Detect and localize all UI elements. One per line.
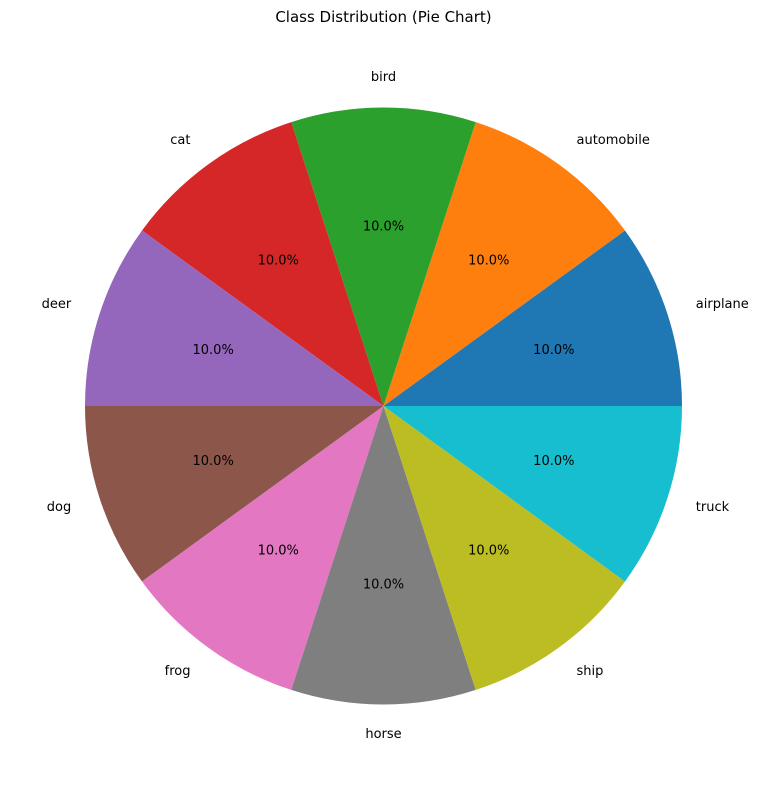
pie-slice-truck <box>383 406 682 582</box>
category-label-horse: horse <box>365 727 401 742</box>
pct-label-truck: 10.0% <box>533 454 574 469</box>
category-label-deer: deer <box>42 297 72 312</box>
category-labels-layer: airplane automobile bird cat deer dog frog hors… <box>42 70 749 742</box>
pie-slice-bird <box>291 107 476 407</box>
pct-label-automobile: 10.0% <box>468 254 509 269</box>
pie-slice-deer <box>85 230 384 406</box>
pie-slice-airplane <box>383 230 682 406</box>
pie-slice-ship <box>383 406 625 690</box>
pct-label-cat: 10.0% <box>258 254 299 269</box>
pct-label-bird: 10.0% <box>363 219 404 234</box>
category-label-ship: ship <box>576 664 603 679</box>
chart-title: Class Distribution (Pie Chart) <box>275 8 492 26</box>
category-label-dog: dog <box>47 500 71 515</box>
pie-slice-automobile <box>383 122 625 407</box>
category-label-automobile: automobile <box>576 133 649 148</box>
category-label-airplane: airplane <box>696 297 749 312</box>
pie-slice-dog <box>85 406 384 582</box>
category-label-truck: truck <box>696 500 730 515</box>
pct-label-dog: 10.0% <box>193 454 234 469</box>
pie-slice-cat <box>142 122 384 407</box>
pct-label-airplane: 10.0% <box>533 343 574 358</box>
pie-slice-frog <box>142 406 384 690</box>
pct-label-horse: 10.0% <box>363 578 404 593</box>
pie-slice-horse <box>291 406 476 705</box>
pct-label-ship: 10.0% <box>468 543 509 558</box>
pct-label-frog: 10.0% <box>258 543 299 558</box>
slices-layer <box>85 107 682 705</box>
category-label-bird: bird <box>371 70 396 85</box>
category-label-frog: frog <box>165 664 191 679</box>
pct-label-deer: 10.0% <box>193 343 234 358</box>
category-label-cat: cat <box>170 133 190 148</box>
percentage-labels-layer: 10.0% 10.0% 10.0% 10.0% 10.0% 10.0% 10.0% 10.0%… <box>193 219 575 592</box>
